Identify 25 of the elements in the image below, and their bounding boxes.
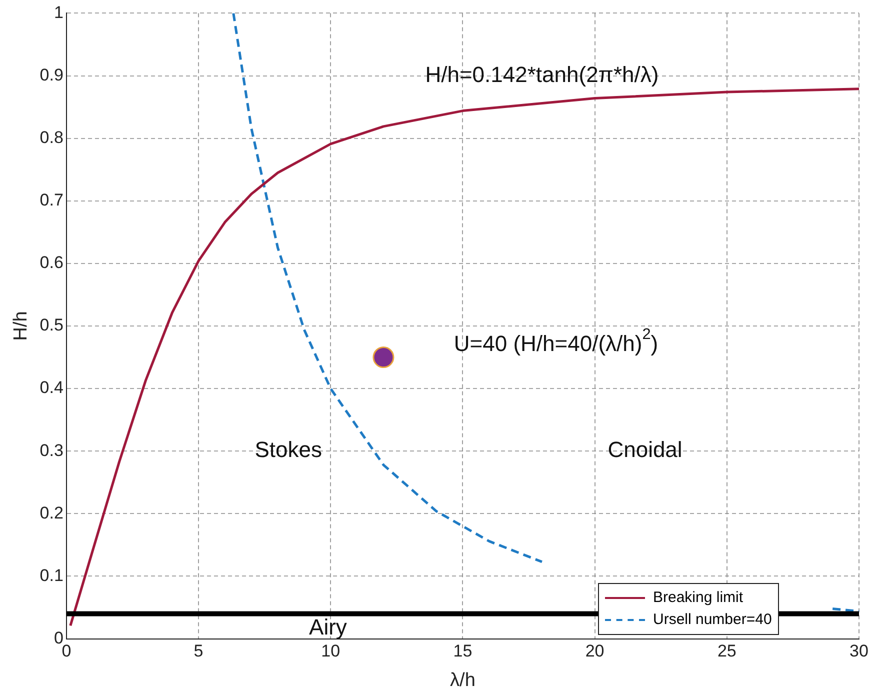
y-tick-label: 0.6 [40,253,64,272]
annotation: H/h=0.142*tanh(2π*h/λ) [425,62,659,87]
x-tick-label: 25 [717,642,736,661]
x-tick-label: 10 [321,642,340,661]
x-tick-label: 15 [453,642,472,661]
y-tick-label: 0.1 [40,566,64,585]
y-tick-label: 0.2 [40,503,64,522]
x-tick-label: 20 [585,642,604,661]
y-tick-label: 0.5 [40,316,64,335]
x-tick-label: 5 [194,642,204,661]
y-tick-label: 0 [54,628,64,648]
annotation: Stokes [254,437,322,462]
annotation: Cnoidal [608,437,682,462]
y-tick-label: 0.8 [40,128,64,148]
y-axis-title: H/h [10,311,32,341]
y-tick-label: 0.9 [40,65,64,84]
x-tick-label: 30 [850,642,868,661]
legend-label: Breaking limit [653,589,744,606]
x-axis-title: λ/h [450,670,476,691]
annotation: Airy [309,614,347,640]
legend-label: Ursell number=40 [653,611,772,628]
y-tick-label: 0.3 [40,440,64,460]
y-tick-label: 0.4 [40,378,64,398]
y-tick-label: 1 [54,2,64,22]
y-tick-label: 0.7 [40,190,64,210]
